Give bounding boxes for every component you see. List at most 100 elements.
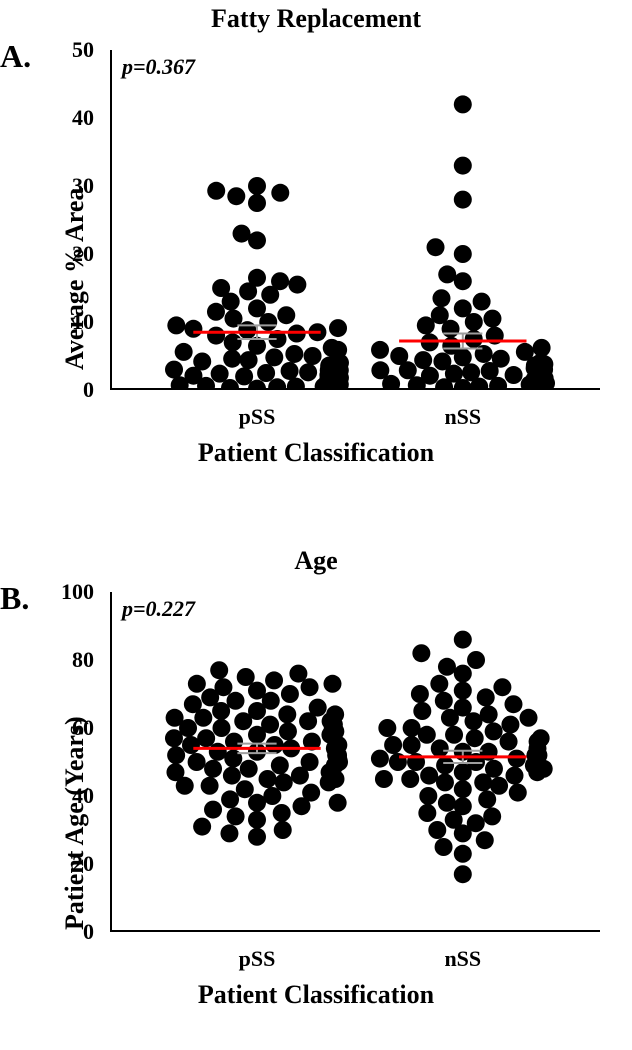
data-point [378,719,396,737]
data-point [403,736,421,754]
data-point [485,760,503,778]
data-point [227,807,245,825]
data-point [248,231,266,249]
data-point [454,845,472,863]
data-point [445,726,463,744]
data-point [237,668,255,686]
data-point [454,780,472,798]
data-point [435,838,453,856]
data-point [438,794,456,812]
data-point [302,784,320,802]
data-point [201,777,219,795]
panel-label-b: B. [0,580,29,617]
data-point [438,265,456,283]
data-point [261,716,279,734]
data-point [275,773,293,791]
data-point [166,763,184,781]
data-point [430,675,448,693]
x-tick-label: nSS [444,946,481,972]
data-point [501,716,519,734]
data-point [188,753,206,771]
data-point [220,824,238,842]
x-tick-label: pSS [239,946,276,972]
data-point [207,327,225,345]
data-point [454,272,472,290]
data-point [454,631,472,649]
data-point [281,362,299,380]
data-point [483,310,501,328]
data-point [454,865,472,883]
data-point [227,692,245,710]
data-point [329,319,347,337]
data-point [436,773,454,791]
data-point [420,767,438,785]
scatter-plot-a [110,40,610,390]
x-tick-label: nSS [444,404,481,430]
data-point [483,807,501,825]
data-point [193,352,211,370]
figure: A.Fatty Replacementp=0.367Average % Area… [0,0,632,1050]
data-point [240,760,258,778]
data-point [212,719,230,737]
data-point [418,804,436,822]
data-point [301,753,319,771]
data-point [454,699,472,717]
data-point [431,739,449,757]
data-point [442,337,460,355]
y-tick-label: 40 [72,783,94,809]
data-point [235,367,253,385]
data-point [204,801,222,819]
data-point [467,814,485,832]
data-point [273,804,291,822]
y-tick-label: 20 [72,241,94,267]
data-point [212,279,230,297]
data-point [414,351,432,369]
y-tick-label: 30 [72,173,94,199]
y-tick-label: 60 [72,715,94,741]
data-point [323,675,341,693]
data-point [509,784,527,802]
y-axis-label-a: Average % Area [60,188,90,370]
data-point [485,722,503,740]
x-tick-label: pSS [239,404,276,430]
data-point [427,238,445,256]
data-point [197,729,215,747]
data-point [214,678,232,696]
panel-label-a: A. [0,38,31,75]
data-point [257,364,275,382]
data-point [329,794,347,812]
data-point [454,157,472,175]
data-point [274,821,292,839]
data-point [431,306,449,324]
data-point [184,695,202,713]
data-point [248,794,266,812]
data-point [435,692,453,710]
data-point [323,339,341,357]
y-tick-label: 40 [72,105,94,131]
data-point [454,682,472,700]
data-point [454,665,472,683]
data-point [520,709,538,727]
data-point [223,767,241,785]
data-point [371,361,389,379]
data-point [281,685,299,703]
data-point [271,756,289,774]
chart-title-a: Fatty Replacement [0,4,632,34]
data-point [211,365,229,383]
chart-title-b: Age [0,546,632,576]
data-point [209,743,227,761]
data-point [204,760,222,778]
data-point [207,303,225,321]
y-tick-label: 80 [72,647,94,673]
data-point [492,350,510,368]
data-point [477,688,495,706]
data-point [265,671,283,689]
data-point [371,341,389,359]
data-point [285,345,303,363]
data-point [466,729,484,747]
x-axis-label-b: Patient Classification [0,980,632,1010]
data-point [259,770,277,788]
data-point [277,306,295,324]
data-point [248,269,266,287]
scatter-plot-b [110,582,610,932]
